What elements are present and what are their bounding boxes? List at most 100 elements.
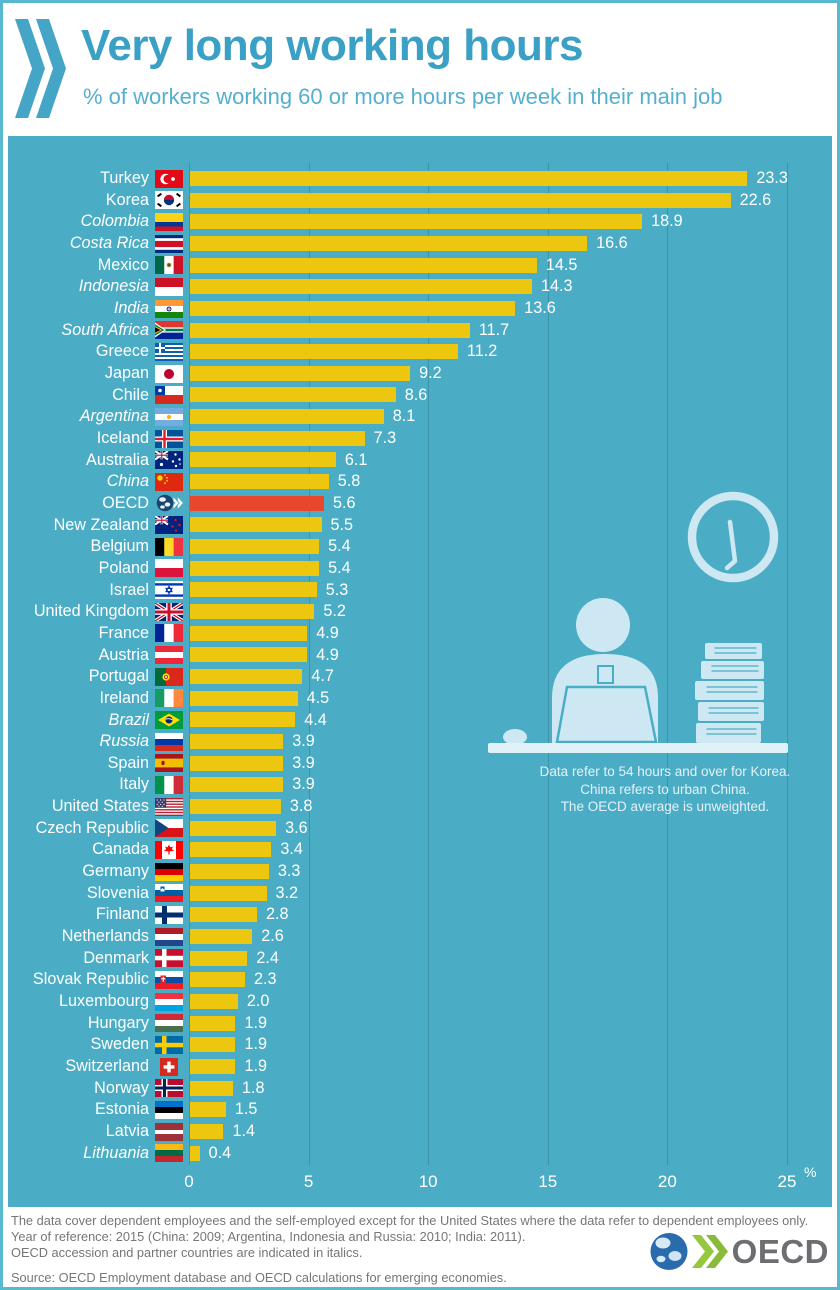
tr-flag-icon	[155, 169, 183, 188]
value-bar	[190, 344, 458, 360]
value-bar	[190, 539, 320, 555]
x-tick-label: 20	[657, 1172, 677, 1191]
value-label: 8.1	[392, 407, 416, 426]
chart-row-ca: Canada 3.4	[8, 839, 832, 861]
chart-row-gb: United Kingdom 5.2	[8, 601, 832, 623]
x-tick-label: 15	[538, 1172, 558, 1191]
country-label: South Africa	[61, 320, 149, 339]
au-flag-icon	[154, 450, 183, 470]
value-bar	[190, 690, 298, 706]
oecd-chevrons-icon	[15, 19, 66, 118]
country-label: Austria	[98, 645, 149, 664]
at-flag-icon	[155, 646, 183, 665]
value-label: 14.5	[545, 255, 578, 274]
value-label: 1.5	[234, 1100, 258, 1119]
page-title: Very long working hours	[81, 21, 583, 70]
value-label: 4.4	[304, 710, 327, 729]
country-label: Belgium	[90, 537, 149, 556]
country-label: Russia	[99, 732, 149, 751]
chart-row-se: Sweden 1.9	[8, 1034, 832, 1056]
cn-flag-icon	[155, 472, 183, 491]
gridline-15	[547, 163, 549, 1165]
chart-row-nz: New Zealand 5.5	[8, 515, 832, 537]
cz-flag-icon	[155, 819, 183, 838]
country-label: Estonia	[95, 1100, 149, 1119]
chart-row-lt: Lithuania 0.4	[8, 1143, 832, 1165]
es-flag-icon	[155, 754, 183, 773]
value-label: 2.8	[265, 905, 289, 924]
ca-flag-icon	[155, 841, 183, 860]
value-label: 3.9	[292, 753, 315, 772]
oecd-flag-icon	[155, 494, 183, 512]
value-bar	[190, 1123, 224, 1139]
cr-flag-icon	[155, 234, 183, 253]
country-label: Chile	[112, 385, 149, 404]
country-label: Turkey	[100, 169, 149, 187]
footer-source: Source: OECD Employment database and OEC…	[11, 1270, 507, 1285]
value-label: 2.6	[261, 927, 284, 946]
value-bar	[190, 604, 315, 620]
chart-row-cn: China 5.8	[8, 471, 832, 493]
country-label: Italy	[119, 775, 149, 794]
value-label: 22.6	[739, 190, 772, 209]
value-bar	[190, 1037, 236, 1053]
value-label: 2.4	[256, 948, 279, 967]
page-subtitle: % of workers working 60 or more hours pe…	[83, 84, 723, 109]
value-label: 5.4	[328, 537, 351, 556]
chart-row-jp: Japan 9.2	[8, 363, 832, 385]
value-label: 1.9	[244, 1057, 267, 1076]
nl-flag-icon	[155, 927, 183, 946]
country-label: Denmark	[83, 948, 149, 967]
value-label: 5.8	[337, 472, 361, 491]
chart-row-mx: Mexico 14.5	[8, 255, 832, 277]
country-label: Sweden	[90, 1035, 150, 1054]
value-bar	[190, 430, 365, 446]
value-label: 14.3	[541, 277, 573, 296]
chart-row-kr: Korea 22.6	[8, 190, 832, 212]
axis-unit-label: %	[804, 1164, 817, 1180]
cl-flag-icon	[155, 386, 183, 405]
country-label: Indonesia	[78, 277, 149, 296]
value-bar	[190, 1080, 234, 1096]
country-label: Korea	[105, 190, 149, 209]
pl-flag-icon	[155, 559, 183, 578]
country-label: OECD	[102, 493, 149, 512]
value-label: 1.8	[242, 1078, 265, 1097]
value-label: 3.9	[292, 775, 315, 794]
ch-flag-icon	[160, 1057, 178, 1076]
value-label: 9.2	[419, 363, 442, 382]
country-label: Greece	[95, 342, 149, 361]
country-label: Norway	[94, 1078, 149, 1097]
country-label: Luxembourg	[59, 992, 149, 1011]
ru-flag-icon	[155, 732, 183, 751]
chart-row-us: United States 3.8	[8, 796, 832, 818]
value-label: 1.4	[232, 1122, 255, 1141]
country-label: Lithuania	[83, 1143, 149, 1162]
oecd-globe-icon	[650, 1233, 728, 1270]
worker-at-laptop-icon	[503, 598, 658, 745]
country-label: Finland	[95, 905, 149, 924]
chart-row-cr: Costa Rica 16.6	[8, 233, 832, 255]
note-line-1: Data refer to 54 hours and over for Kore…	[539, 764, 791, 779]
country-label: Australia	[86, 450, 149, 469]
value-bar	[190, 495, 324, 511]
value-bar	[190, 928, 253, 944]
il-flag-icon	[155, 581, 183, 600]
footer-note-1: The data cover dependent employees and t…	[11, 1213, 809, 1228]
value-label: 4.5	[306, 688, 330, 707]
chart-row-il: Israel 5.3	[8, 580, 832, 602]
se-flag-icon	[155, 1035, 183, 1054]
footer: The data cover dependent employees and t…	[3, 1207, 837, 1287]
value-bar	[190, 669, 303, 685]
country-label: Switzerland	[65, 1057, 149, 1076]
country-label: Spain	[107, 753, 149, 772]
value-bar	[190, 365, 411, 381]
country-label: India	[113, 298, 149, 317]
chart-row-at: Austria 4.9	[8, 645, 832, 667]
value-label: 3.3	[277, 862, 301, 881]
value-bar	[190, 214, 643, 230]
value-label: 5.5	[330, 515, 354, 534]
chart-row-lu: Luxembourg 2.0	[8, 991, 832, 1013]
si-flag-icon	[155, 884, 183, 903]
value-bar	[190, 192, 731, 208]
